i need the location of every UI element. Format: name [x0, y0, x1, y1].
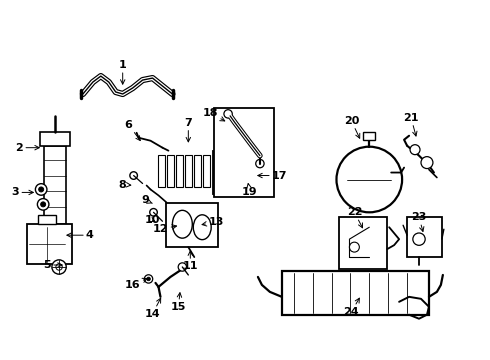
Circle shape: [130, 172, 137, 179]
Text: 21: 21: [403, 113, 419, 136]
Bar: [176, 155, 183, 188]
Text: 18: 18: [203, 108, 225, 121]
Text: 3: 3: [12, 188, 33, 197]
Text: 19: 19: [242, 184, 258, 197]
Bar: [27, 224, 72, 264]
Circle shape: [224, 172, 236, 183]
Text: 9: 9: [142, 195, 152, 206]
Circle shape: [178, 263, 187, 271]
Bar: [407, 217, 442, 257]
Circle shape: [218, 157, 229, 168]
Circle shape: [41, 202, 46, 207]
Circle shape: [421, 157, 433, 168]
Text: 17: 17: [258, 171, 287, 180]
Text: 5: 5: [44, 260, 62, 270]
Text: 1: 1: [119, 60, 126, 84]
Bar: [282, 271, 429, 315]
Circle shape: [39, 187, 44, 192]
Text: 15: 15: [171, 293, 186, 312]
Text: 4: 4: [67, 230, 94, 240]
Bar: [44, 146, 66, 227]
Circle shape: [37, 199, 49, 210]
Circle shape: [224, 110, 232, 118]
Text: 13: 13: [202, 217, 223, 227]
Bar: [363, 132, 375, 140]
Bar: [213, 151, 243, 194]
Circle shape: [145, 275, 153, 283]
Circle shape: [56, 264, 62, 270]
Text: 16: 16: [125, 278, 147, 290]
Bar: [38, 215, 56, 224]
Circle shape: [198, 224, 206, 231]
Circle shape: [150, 208, 157, 216]
Circle shape: [35, 184, 47, 195]
Ellipse shape: [172, 210, 192, 238]
Text: 20: 20: [343, 116, 360, 138]
Circle shape: [147, 277, 150, 281]
Text: 6: 6: [125, 120, 140, 141]
Text: 2: 2: [16, 143, 39, 153]
Bar: [214, 108, 274, 197]
Bar: [185, 155, 192, 188]
Text: 23: 23: [411, 212, 427, 231]
Circle shape: [337, 147, 402, 212]
Text: 11: 11: [183, 251, 198, 271]
Text: 10: 10: [145, 215, 160, 225]
Bar: [340, 217, 387, 269]
Text: 24: 24: [343, 298, 359, 317]
Bar: [40, 132, 70, 146]
Text: 22: 22: [346, 207, 363, 228]
Text: 8: 8: [119, 180, 131, 189]
Circle shape: [52, 260, 66, 274]
Text: 14: 14: [145, 298, 161, 319]
Bar: [203, 155, 210, 188]
Circle shape: [178, 220, 187, 229]
Bar: [168, 155, 174, 188]
Ellipse shape: [193, 215, 211, 240]
Text: 7: 7: [184, 118, 192, 142]
Circle shape: [410, 145, 420, 155]
Bar: [167, 203, 218, 247]
Bar: [195, 155, 201, 188]
Bar: [158, 155, 166, 188]
Circle shape: [256, 159, 264, 168]
Text: 12: 12: [153, 224, 176, 234]
Circle shape: [413, 233, 425, 245]
